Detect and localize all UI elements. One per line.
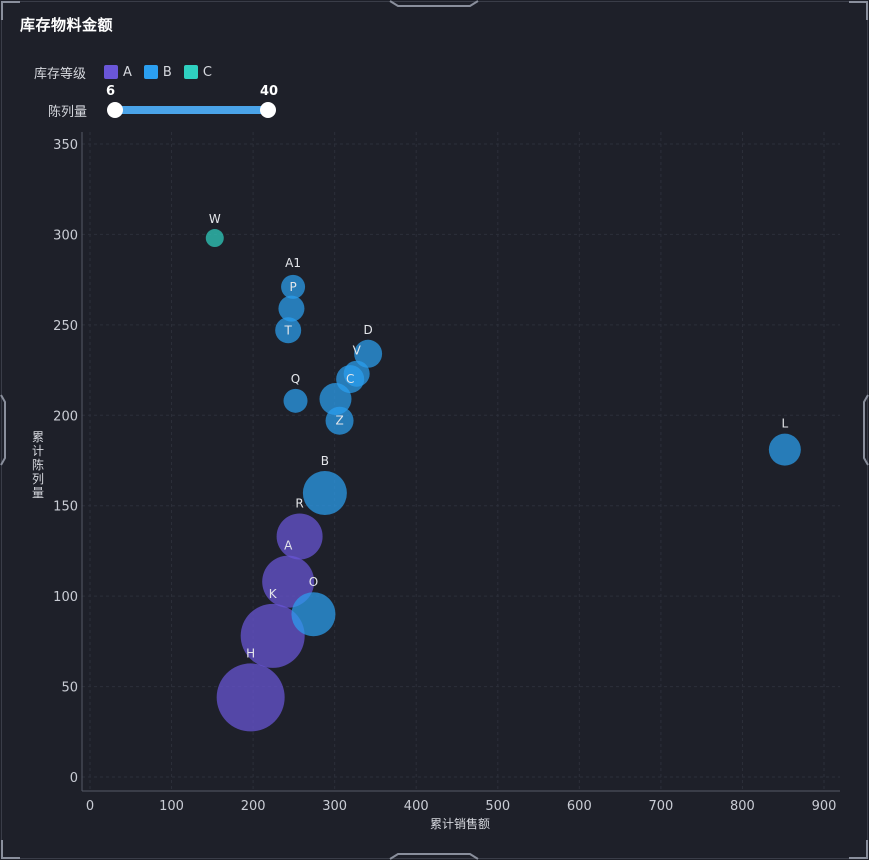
bubble-label-k: K — [269, 587, 278, 601]
x-tick-label: 100 — [159, 799, 184, 814]
bubble-point-v — [343, 360, 370, 387]
legend-item-a[interactable]: A — [104, 65, 132, 80]
x-tick-label: 900 — [812, 799, 837, 814]
y-tick-label: 300 — [53, 228, 78, 243]
bubble-point-z — [325, 406, 354, 435]
legend-item-b-label: B — [162, 64, 172, 80]
bubble-point-p — [281, 274, 306, 299]
bubble-label-c: C — [346, 372, 354, 386]
x-tick-label: 500 — [485, 799, 510, 814]
slider-track[interactable] — [115, 106, 268, 114]
slider-min-handle[interactable] — [107, 102, 123, 118]
bubble-label-w: W — [209, 212, 221, 226]
bubble-point-w — [205, 229, 224, 248]
bubble-label-p: P — [289, 280, 296, 294]
bubble-point-a — [262, 555, 315, 608]
slider-max-handle[interactable] — [260, 102, 276, 118]
bubble-point-h — [216, 663, 285, 732]
slider-label: 陈列量 — [48, 105, 88, 120]
legend-item-c-label: C — [202, 64, 212, 80]
bubble-point-t — [275, 317, 302, 344]
legend-swatch-a — [104, 65, 118, 79]
bubble-label-z: Z — [335, 414, 343, 428]
bubble-point-l — [768, 433, 801, 466]
bubble-point-b — [302, 471, 347, 516]
y-tick-label: 0 — [70, 771, 78, 786]
y-tick-label: 250 — [53, 319, 78, 334]
bubble-point-r — [276, 513, 323, 560]
bubble-point-o — [291, 592, 336, 637]
bubble-label-r: R — [295, 496, 303, 510]
bubble-label-q: Q — [291, 372, 300, 386]
x-tick-label: 600 — [567, 799, 592, 814]
legend: 库存等级 A B C — [34, 62, 224, 82]
slider-min-value: 6 — [106, 84, 116, 99]
legend-item-b[interactable]: B — [143, 64, 172, 80]
x-tick-label: 400 — [404, 799, 429, 814]
bubble-label-d: D — [363, 323, 372, 337]
bubble-point-k — [240, 603, 305, 668]
x-tick-label: 0 — [86, 799, 94, 814]
bubble-point-b — [278, 295, 305, 322]
bubble-label-v: V — [353, 344, 362, 358]
x-axis-label: 累计销售额 — [429, 817, 490, 831]
bubble-label-o: O — [309, 575, 318, 589]
bubble-label-h: H — [246, 646, 255, 660]
x-tick-label: 300 — [322, 799, 347, 814]
y-tick-label: 100 — [53, 590, 78, 605]
x-tick-label: 700 — [648, 799, 673, 814]
legend-item-c[interactable]: C — [183, 64, 212, 80]
y-axis-label: 累计陈列量 — [31, 430, 44, 500]
y-tick-label: 50 — [61, 681, 78, 696]
bubble-label-a: A — [284, 539, 293, 553]
y-tick-label: 200 — [53, 409, 78, 424]
bubble-label-a1: A1 — [285, 256, 301, 270]
bubble-point-d — [354, 339, 383, 368]
bubble-label-l: L — [782, 417, 789, 431]
x-tick-label: 800 — [730, 799, 755, 814]
chart-title: 库存物料金额 — [20, 16, 114, 34]
y-tick-label: 150 — [53, 500, 78, 515]
y-tick-label: 350 — [53, 138, 78, 153]
bubble-label-b: B — [321, 454, 329, 468]
legend-label: 库存等级 — [34, 66, 87, 82]
bubble-point-q — [283, 388, 308, 413]
legend-item-a-label: A — [123, 64, 132, 80]
x-tick-label: 200 — [241, 799, 266, 814]
bubble-label-t: T — [284, 323, 293, 337]
slider-max-value: 40 — [260, 84, 279, 99]
legend-swatch-b — [143, 65, 158, 79]
legend-swatch-c — [183, 65, 198, 79]
